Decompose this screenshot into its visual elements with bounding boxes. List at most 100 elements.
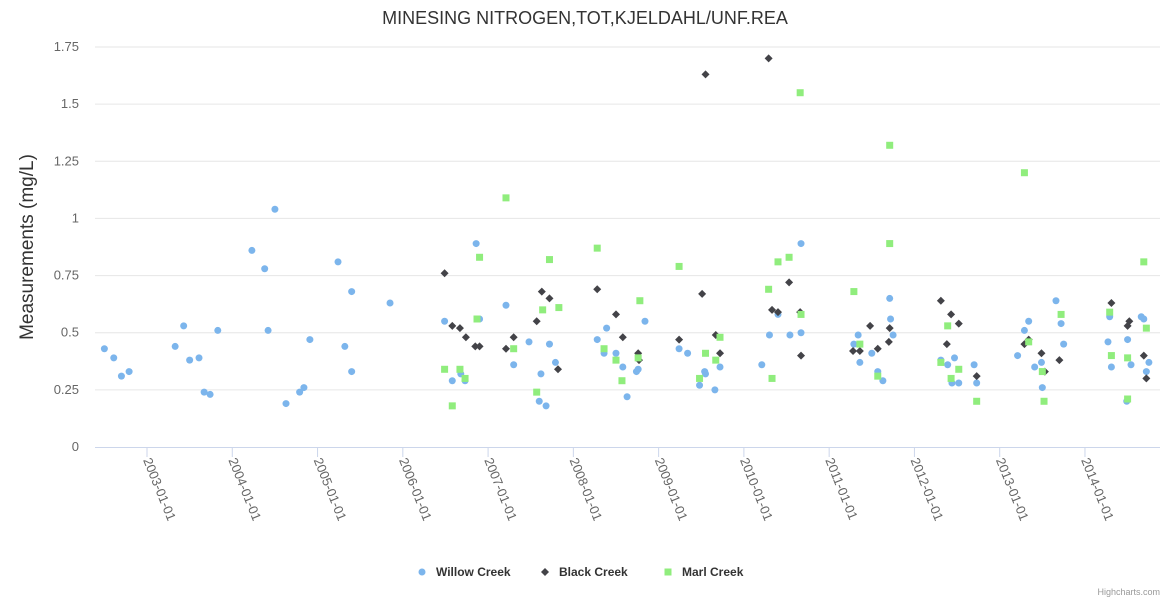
data-point	[868, 349, 876, 357]
data-point	[641, 317, 649, 325]
data-point	[502, 194, 510, 202]
legend-label: Willow Creek	[436, 565, 511, 579]
data-point	[1145, 358, 1153, 366]
data-point	[448, 321, 457, 330]
data-point	[716, 363, 724, 371]
data-point	[973, 379, 981, 387]
data-point	[874, 372, 882, 380]
x-tick-label: 2013-01-01	[993, 456, 1032, 523]
data-point	[936, 296, 945, 305]
data-point	[554, 365, 563, 374]
data-point	[100, 345, 108, 353]
data-point	[716, 349, 725, 358]
legend-item-black-creek[interactable]: Black Creek	[541, 565, 628, 579]
data-point	[612, 349, 620, 357]
data-point	[1014, 352, 1022, 360]
data-point	[525, 338, 533, 346]
data-point	[797, 310, 805, 318]
legend-item-marl-creek[interactable]: Marl Creek	[664, 565, 744, 579]
series-marl-creek	[441, 89, 1150, 410]
data-point	[1037, 358, 1045, 366]
data-point	[884, 337, 893, 346]
data-point	[1124, 336, 1132, 344]
data-point	[455, 324, 464, 333]
data-point	[768, 374, 776, 382]
data-point	[261, 265, 269, 273]
data-point	[1025, 317, 1033, 325]
data-point	[171, 342, 179, 350]
data-point	[1104, 338, 1112, 346]
data-point	[1107, 352, 1115, 360]
data-point	[797, 351, 806, 360]
data-point	[942, 340, 951, 349]
x-tick-label: 2011-01-01	[822, 456, 860, 522]
data-point	[885, 324, 894, 333]
data-point	[611, 310, 620, 319]
data-point	[716, 333, 724, 341]
data-point	[532, 317, 541, 326]
data-point	[684, 349, 692, 357]
data-point	[773, 308, 782, 317]
y-tick-label: 0	[72, 439, 79, 454]
data-point	[441, 365, 449, 373]
data-point	[282, 400, 290, 408]
data-point	[1025, 338, 1033, 346]
y-axis-title: Measurements (mg/L)	[17, 154, 38, 340]
data-point	[440, 269, 449, 278]
data-point	[886, 294, 894, 302]
legend-label: Black Creek	[559, 565, 628, 579]
data-point	[856, 340, 864, 348]
data-point	[1107, 299, 1116, 307]
data-point	[502, 301, 510, 309]
data-point	[785, 253, 793, 261]
data-point	[623, 393, 631, 401]
y-tick-label: 0.75	[54, 268, 79, 283]
data-point	[448, 402, 456, 410]
data-point	[456, 365, 464, 373]
y-tick-label: 0.25	[54, 382, 79, 397]
data-point	[854, 331, 862, 339]
data-point	[970, 361, 978, 369]
data-point	[947, 310, 956, 319]
data-point	[545, 256, 553, 264]
data-point	[797, 329, 805, 337]
data-point	[180, 322, 188, 330]
data-point	[448, 377, 456, 385]
square-marker-icon	[664, 568, 672, 576]
data-point	[545, 294, 554, 303]
data-point	[701, 70, 710, 79]
data-point	[1038, 368, 1046, 376]
data-point	[386, 299, 394, 307]
data-point	[619, 363, 627, 371]
data-point	[955, 379, 963, 387]
grid-lines	[95, 46, 1160, 391]
x-tick-label: 2006-01-01	[396, 456, 435, 523]
data-point	[300, 384, 308, 392]
credits-link[interactable]: Highcharts.com	[1097, 587, 1160, 597]
data-point	[214, 326, 222, 334]
data-point	[1031, 363, 1039, 371]
data-point	[886, 141, 894, 149]
series-black-creek	[440, 54, 1151, 383]
chart-title: MINESING NITROGEN,TOT,KJELDAHL/UNF.REA	[382, 8, 788, 28]
data-point	[348, 288, 356, 296]
data-point	[765, 285, 773, 293]
data-point	[889, 331, 897, 339]
data-point	[786, 331, 794, 339]
data-point	[537, 287, 546, 296]
data-point	[886, 240, 894, 248]
x-tick-label: 2010-01-01	[737, 456, 776, 523]
data-point	[768, 305, 777, 314]
data-point	[856, 358, 864, 366]
y-tick-label: 0.5	[61, 325, 79, 340]
data-point	[618, 333, 627, 342]
data-point	[849, 347, 858, 355]
circle-marker-icon	[418, 568, 426, 576]
data-point	[441, 317, 449, 325]
data-point	[1055, 356, 1064, 365]
data-point	[711, 386, 719, 394]
data-point	[471, 342, 480, 351]
data-point	[612, 356, 620, 364]
data-point	[1057, 320, 1065, 328]
legend-item-willow-creek[interactable]: Willow Creek	[418, 565, 511, 579]
